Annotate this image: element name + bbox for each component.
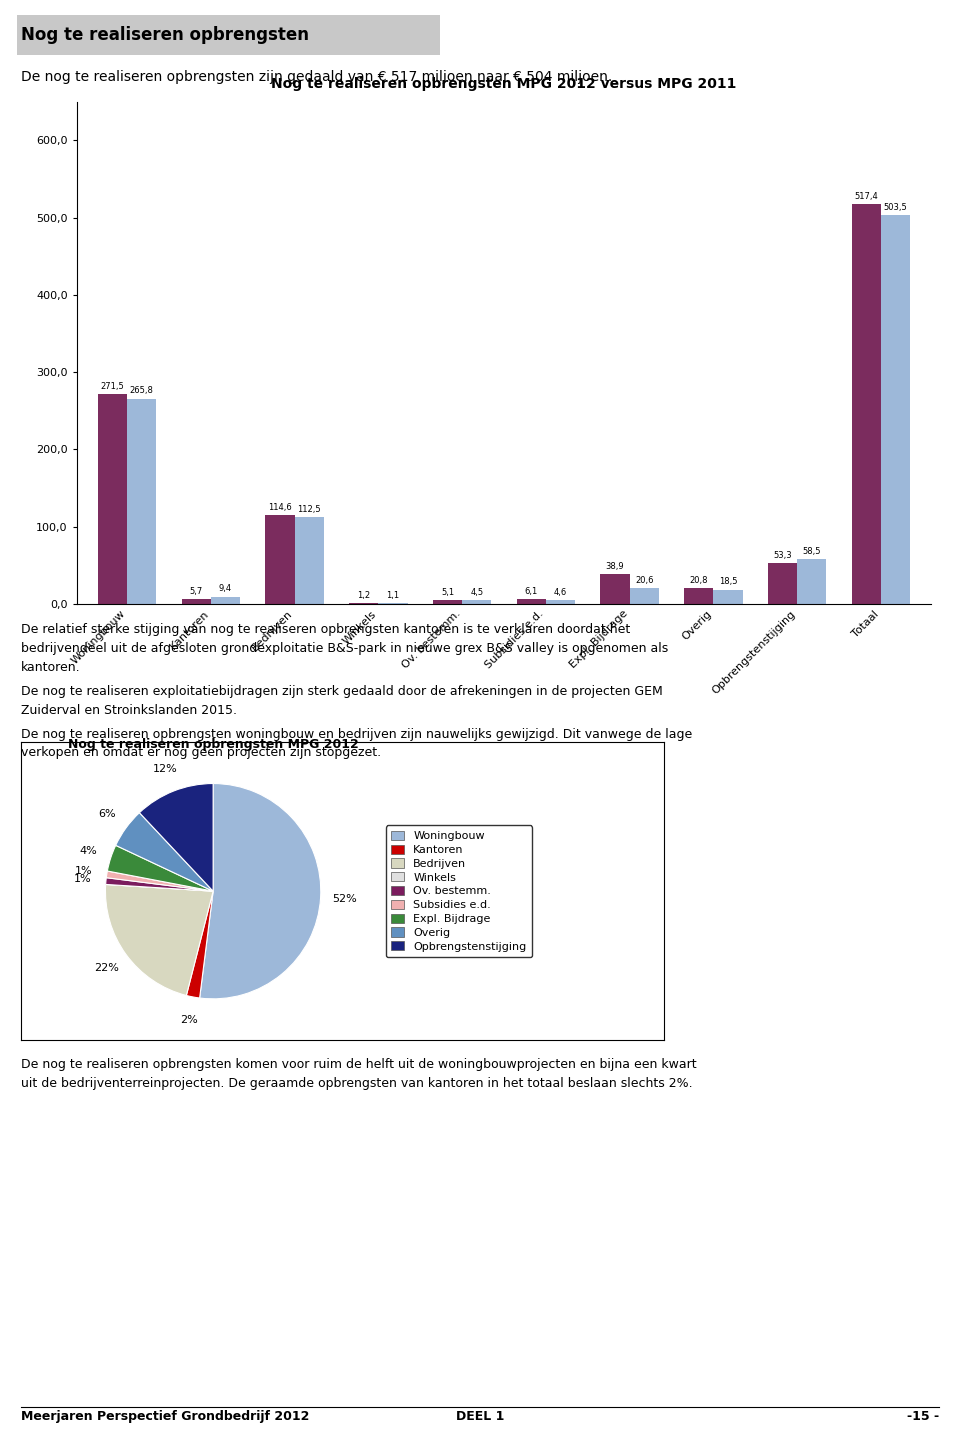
Wedge shape — [106, 877, 213, 890]
Bar — [852, 204, 881, 604]
Title: Nog te realiseren opbrengsten MPG 2012: Nog te realiseren opbrengsten MPG 2012 — [68, 738, 358, 751]
Text: 58,5: 58,5 — [803, 547, 821, 556]
Wedge shape — [106, 885, 213, 995]
Bar — [181, 599, 211, 604]
Text: DEEL 1: DEEL 1 — [456, 1410, 504, 1423]
Bar — [211, 597, 240, 604]
Text: 12%: 12% — [153, 764, 178, 774]
Wedge shape — [139, 783, 213, 890]
Bar — [433, 599, 462, 604]
Bar — [295, 517, 324, 604]
Wedge shape — [116, 813, 213, 890]
Text: 4%: 4% — [80, 845, 97, 856]
Text: 4,6: 4,6 — [554, 588, 567, 597]
Wedge shape — [108, 845, 213, 890]
Text: De relatief sterke stijging van nog te realiseren opbrengsten kantoren is te ver: De relatief sterke stijging van nog te r… — [21, 623, 631, 636]
Text: 52%: 52% — [332, 895, 356, 905]
Text: De nog te realiseren opbrengsten woningbouw en bedrijven zijn nauwelijks gewijzi: De nog te realiseren opbrengsten woningb… — [21, 728, 692, 741]
Text: 1,1: 1,1 — [387, 591, 399, 599]
Legend: MPG 2011, MPG 2012: MPG 2011, MPG 2012 — [326, 790, 511, 809]
Bar — [98, 394, 127, 604]
Text: 9,4: 9,4 — [219, 585, 232, 594]
Text: 271,5: 271,5 — [101, 383, 124, 391]
Text: Zuiderval en Stroinkslanden 2015.: Zuiderval en Stroinkslanden 2015. — [21, 704, 237, 717]
Text: 503,5: 503,5 — [884, 202, 907, 212]
Text: De nog te realiseren opbrengsten zijn gedaald van € 517 miljoen naar € 504 miljo: De nog te realiseren opbrengsten zijn ge… — [21, 70, 612, 84]
Bar — [265, 515, 295, 604]
Bar — [127, 399, 156, 604]
Text: 1%: 1% — [74, 874, 91, 883]
Title: Nog te realiseren opbrengsten MPG 2012 versus MPG 2011: Nog te realiseren opbrengsten MPG 2012 v… — [272, 77, 736, 92]
Wedge shape — [200, 783, 321, 998]
Text: 1%: 1% — [75, 866, 92, 876]
Text: 5,7: 5,7 — [189, 588, 203, 597]
Bar — [546, 601, 575, 604]
Text: verkopen en omdat er nog geen projecten zijn stopgezet.: verkopen en omdat er nog geen projecten … — [21, 746, 381, 760]
Text: 265,8: 265,8 — [130, 387, 154, 396]
Wedge shape — [186, 890, 213, 998]
Bar — [462, 601, 492, 604]
Bar — [768, 563, 797, 604]
Text: kantoren.: kantoren. — [21, 661, 81, 674]
Wedge shape — [106, 885, 213, 890]
Text: 5,1: 5,1 — [441, 588, 454, 597]
Text: uit de bedrijventerreinprojecten. De geraamde opbrengsten van kantoren in het to: uit de bedrijventerreinprojecten. De ger… — [21, 1077, 693, 1090]
Bar — [630, 588, 659, 604]
Text: 6%: 6% — [98, 809, 115, 819]
Text: 18,5: 18,5 — [719, 578, 737, 586]
Text: 53,3: 53,3 — [773, 550, 792, 560]
Text: 114,6: 114,6 — [268, 503, 292, 512]
Bar — [600, 573, 630, 604]
Bar — [881, 215, 910, 604]
Text: bedrijvendeel uit de afgesloten grondexploitatie B&S-park in nieuwe grex B&S val: bedrijvendeel uit de afgesloten grondexp… — [21, 642, 668, 655]
Text: 38,9: 38,9 — [606, 562, 624, 570]
Text: Meerjaren Perspectief Grondbedrijf 2012: Meerjaren Perspectief Grondbedrijf 2012 — [21, 1410, 309, 1423]
Text: -15 -: -15 - — [907, 1410, 939, 1423]
Wedge shape — [107, 872, 213, 890]
Text: 1,2: 1,2 — [357, 591, 371, 599]
Text: 112,5: 112,5 — [298, 505, 321, 514]
Bar — [684, 588, 713, 604]
Text: 2%: 2% — [180, 1016, 198, 1026]
Text: De nog te realiseren exploitatiebijdragen zijn sterk gedaald door de afrekeninge: De nog te realiseren exploitatiebijdrage… — [21, 685, 662, 698]
Text: 22%: 22% — [94, 963, 119, 973]
Bar — [797, 559, 827, 604]
Text: 20,8: 20,8 — [689, 576, 708, 585]
Text: 4,5: 4,5 — [470, 588, 483, 597]
Bar — [713, 589, 743, 604]
Text: Nog te realiseren opbrengsten: Nog te realiseren opbrengsten — [21, 26, 309, 44]
Legend: Woningbouw, Kantoren, Bedrijven, Winkels, Ov. bestemm., Subsidies e.d., Expl. Bi: Woningbouw, Kantoren, Bedrijven, Winkels… — [386, 825, 532, 957]
Bar — [516, 599, 546, 604]
Text: 517,4: 517,4 — [854, 192, 878, 201]
Text: 20,6: 20,6 — [636, 576, 654, 585]
Text: De nog te realiseren opbrengsten komen voor ruim de helft uit de woningbouwproje: De nog te realiseren opbrengsten komen v… — [21, 1058, 697, 1071]
Text: 6,1: 6,1 — [524, 586, 538, 597]
